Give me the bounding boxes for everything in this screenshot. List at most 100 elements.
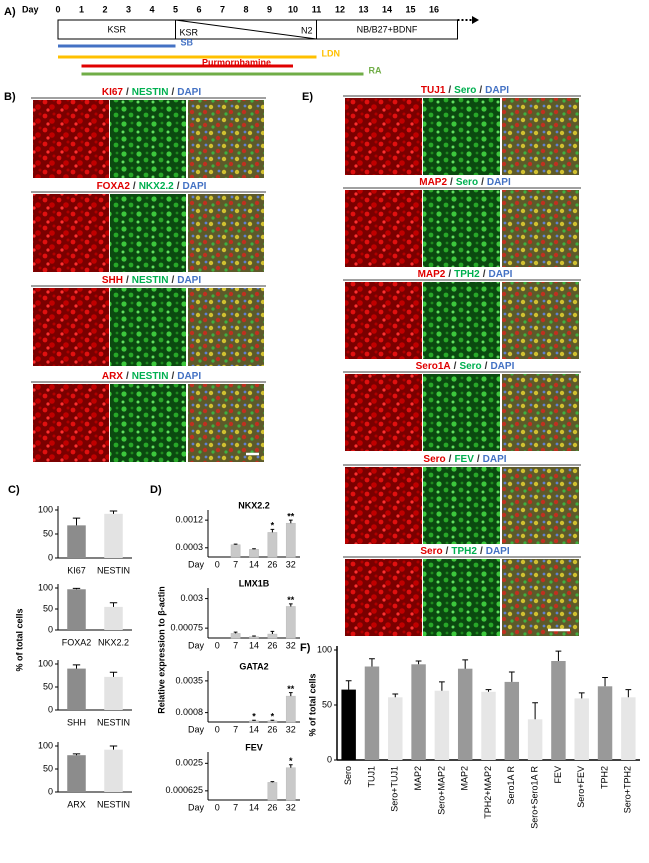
significance-label: ** <box>287 512 295 522</box>
day-tick-label: 16 <box>429 4 439 14</box>
y-tick-label: 0.0003 <box>175 542 203 552</box>
bar <box>267 532 278 558</box>
treatment-name: Purmorphamine <box>202 57 271 67</box>
micrograph <box>502 374 579 451</box>
stain-name: NESTIN <box>132 371 169 382</box>
x-tick-label: ARX <box>67 799 86 809</box>
significance-label: ** <box>287 684 295 694</box>
y-tick-label: 100 <box>38 582 53 592</box>
bar <box>230 633 241 639</box>
bar <box>67 755 86 792</box>
x-tick-label: NESTIN <box>97 717 130 727</box>
stain-name: FEV <box>454 454 474 465</box>
x-tick-label: SHH <box>67 717 86 727</box>
error-bar <box>485 689 492 692</box>
micrograph <box>110 194 186 272</box>
x-axis-label: Day <box>188 724 205 734</box>
x-tick-label: 32 <box>286 640 296 650</box>
bar <box>285 695 296 723</box>
micrograph <box>188 100 264 178</box>
day-tick-label: 13 <box>358 4 368 14</box>
x-tick-label: Sero+Sero1A R <box>529 766 539 829</box>
error-bar <box>270 630 275 635</box>
x-tick-label: FOXA2 <box>62 637 92 647</box>
panel-label: B) <box>4 91 16 103</box>
x-tick-label: 0 <box>215 559 220 569</box>
stain-title: Sero1A / Sero / DAPI <box>416 361 515 372</box>
bar <box>341 689 356 760</box>
x-tick-label: 26 <box>267 802 277 812</box>
y-tick-label: 50 <box>43 681 53 691</box>
stain-name: MAP2 <box>418 269 446 280</box>
stain-name: TPH2 <box>451 546 477 557</box>
micrograph <box>110 384 186 462</box>
bar <box>434 690 450 760</box>
stain-name: NKX2.2 <box>139 181 174 192</box>
stain-name: MAP2 <box>419 177 447 188</box>
x-tick-label: 26 <box>267 640 277 650</box>
micrograph <box>188 288 264 366</box>
y-tick-label: 50 <box>43 763 53 773</box>
micrograph <box>502 559 579 636</box>
day-tick-label: 15 <box>405 4 415 14</box>
x-tick-label: 26 <box>267 724 277 734</box>
error-bar <box>109 602 118 607</box>
x-tick-label: 7 <box>233 724 238 734</box>
bar <box>104 606 123 630</box>
stain-separator: / <box>450 177 453 188</box>
x-tick-label: 0 <box>215 802 220 812</box>
x-tick-label: Sero1A R <box>506 766 516 805</box>
y-tick-label: 0.00075 <box>170 623 203 633</box>
error-bar <box>555 650 562 661</box>
error-bar <box>438 681 445 691</box>
chart-title: GATA2 <box>239 661 268 671</box>
significance-label: * <box>271 712 275 722</box>
bar <box>67 668 86 710</box>
chart-title: LMX1B <box>239 578 270 588</box>
timeline-arrow <box>472 16 479 24</box>
stain-separator: / <box>477 454 480 465</box>
error-bar <box>252 719 256 721</box>
error-bar <box>270 528 275 533</box>
error-bar <box>392 693 399 698</box>
micrograph <box>33 194 109 272</box>
y-tick-label: 100 <box>38 740 53 750</box>
day-tick-label: 11 <box>312 4 322 14</box>
y-tick-label: 0.0012 <box>175 515 203 525</box>
chart-title: NKX2.2 <box>238 500 270 510</box>
day-tick-label: 1 <box>79 4 84 14</box>
micrograph <box>345 374 422 451</box>
stain-separator: / <box>171 275 174 286</box>
error-bar <box>415 660 422 665</box>
error-bar <box>369 658 375 667</box>
stain-name: DAPI <box>486 546 510 557</box>
stage-name: KSR <box>180 27 199 37</box>
stain-title: MAP2/Sero / DAPI <box>419 177 511 188</box>
stain-separator: / <box>449 454 452 465</box>
error-bar <box>109 510 118 514</box>
bar <box>551 661 566 760</box>
error-bar <box>72 517 81 526</box>
stain-name: Sero <box>423 454 445 465</box>
error-bar <box>270 719 275 721</box>
bar <box>411 664 426 760</box>
x-tick-label: TPH2+MAP2 <box>483 766 493 819</box>
panel-label: D) <box>150 484 162 496</box>
error-bar <box>602 677 608 687</box>
x-tick-label: 26 <box>267 559 277 569</box>
significance-label: * <box>289 756 293 766</box>
bar <box>388 697 403 760</box>
x-tick-label: Sero+TPH2 <box>623 766 633 813</box>
bar <box>457 668 473 760</box>
stain-title: MAP2/TPH2/DAPI <box>418 269 513 280</box>
stain-separator: / <box>481 177 484 188</box>
stain-separator: / <box>446 546 449 557</box>
micrograph <box>345 98 422 175</box>
bar <box>504 681 520 760</box>
day-tick-label: 12 <box>335 4 345 14</box>
stain-title: KI67/NESTIN / DAPI <box>102 87 201 98</box>
stain-name: ARX <box>102 371 123 382</box>
error-bar <box>288 764 293 768</box>
micrograph <box>502 190 579 267</box>
bar <box>364 666 380 760</box>
